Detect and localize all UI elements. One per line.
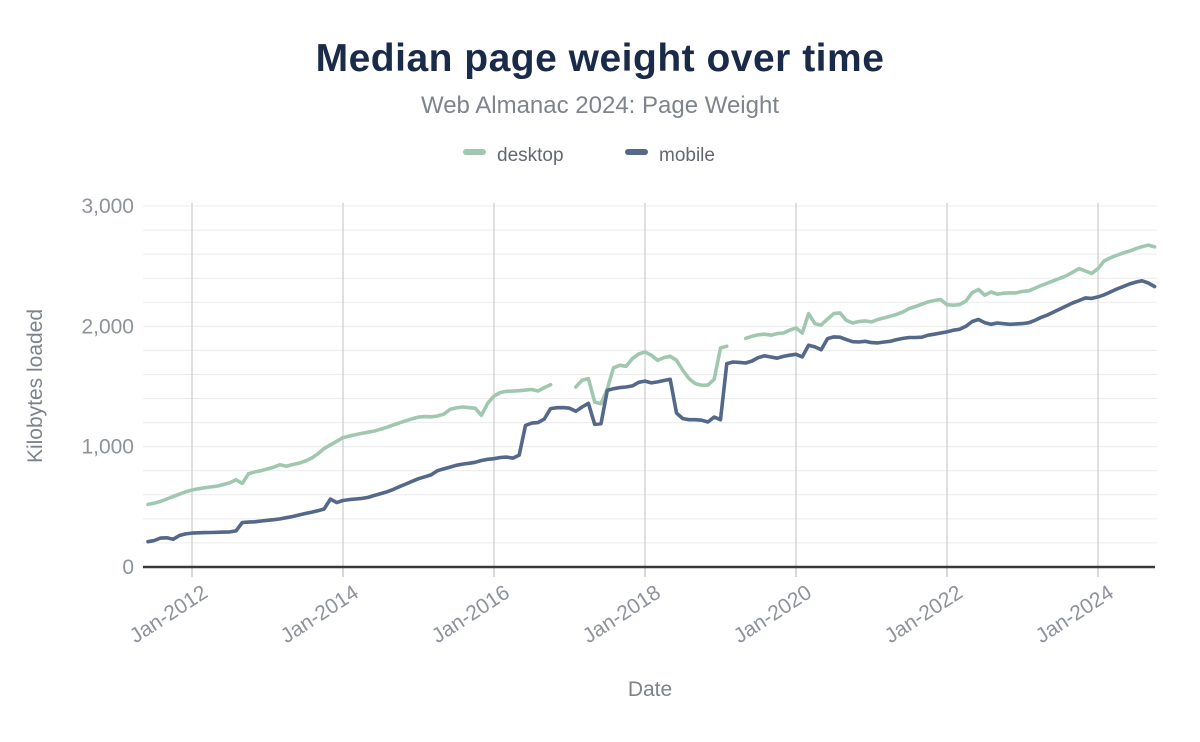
desktop-legend-label: desktop <box>497 145 564 166</box>
y-axis-title: Kilobytes loaded <box>24 309 47 463</box>
vertical-gridlines <box>191 203 1099 577</box>
legend-item-desktop[interactable]: desktop <box>463 145 564 166</box>
legend-item-mobile[interactable]: mobile <box>625 145 715 166</box>
y-tick-label: 1,000 <box>81 436 134 459</box>
mobile-line <box>146 279 1157 544</box>
x-tick-label: Jan-2018 <box>579 581 665 648</box>
x-tick-label: Jan-2020 <box>730 581 816 648</box>
x-tick-label: Jan-2012 <box>126 581 212 648</box>
desktop-line <box>146 243 1157 507</box>
x-axis-title: Date <box>628 678 672 701</box>
data-series <box>146 243 1157 544</box>
x-tick-label: Jan-2014 <box>277 581 363 648</box>
x-tick-label: Jan-2024 <box>1032 581 1118 648</box>
mobile-legend-label: mobile <box>659 145 715 166</box>
chart-title: Median page weight over time <box>316 37 885 80</box>
x-tick-label: Jan-2016 <box>428 581 514 648</box>
mobile-legend-swatch <box>625 149 648 155</box>
y-tick-label: 2,000 <box>81 315 134 338</box>
legend: desktop mobile <box>463 145 715 166</box>
y-tick-label: 3,000 <box>81 195 134 218</box>
chart-subtitle: Web Almanac 2024: Page Weight <box>421 92 779 119</box>
horizontal-gridlines <box>143 205 1157 544</box>
y-tick-label: 0 <box>122 556 134 579</box>
desktop-legend-swatch <box>463 149 486 155</box>
x-tick-label: Jan-2022 <box>881 581 967 648</box>
